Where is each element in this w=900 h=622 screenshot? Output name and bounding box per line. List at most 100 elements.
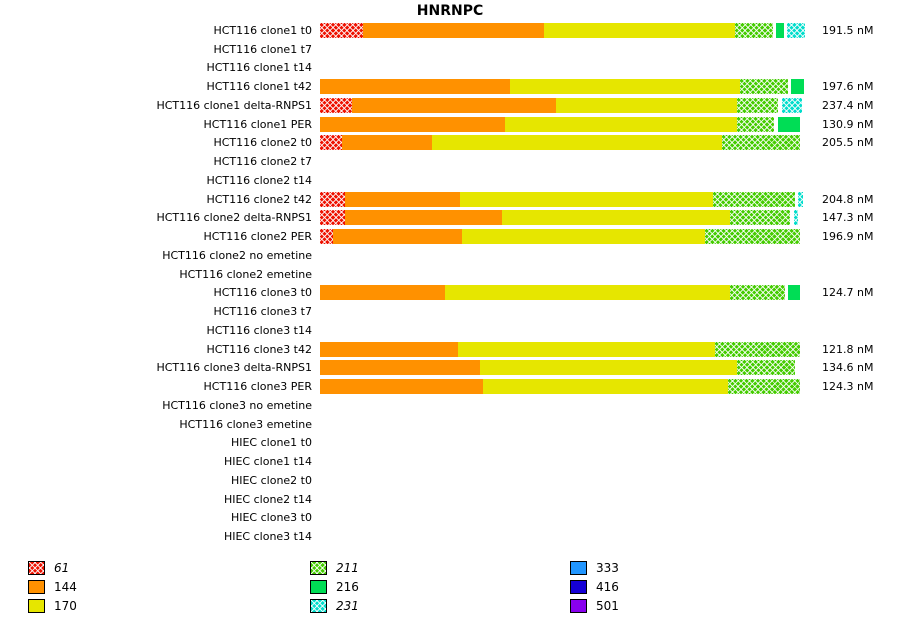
legend-item-501: 501 bbox=[570, 596, 619, 615]
bar-segment-216 bbox=[778, 116, 801, 132]
chart-row: HCT116 clone3 t42 121.8 nM bbox=[0, 340, 900, 359]
row-value: 121.8 nM bbox=[822, 342, 874, 356]
chart-legend: 61 144 170 211 216 231 333 416 501 bbox=[0, 558, 900, 618]
legend-column: 333 416 501 bbox=[570, 558, 619, 615]
bar-segment-144 bbox=[320, 285, 446, 301]
row-label: HCT116 clone2 delta-RNPS1 bbox=[156, 211, 312, 225]
bar-segment-211 bbox=[737, 360, 796, 376]
chart-row: HCT116 clone2 t7 bbox=[0, 152, 900, 171]
legend-item-416: 416 bbox=[570, 577, 619, 596]
row-value: 191.5 nM bbox=[822, 23, 874, 37]
legend-swatch-211 bbox=[310, 560, 327, 575]
bar-segment-170 bbox=[445, 285, 731, 301]
bar-segment-170 bbox=[458, 341, 716, 357]
bar-area bbox=[320, 492, 805, 507]
bar-segment-170 bbox=[556, 97, 738, 113]
bar-segment-211 bbox=[739, 79, 788, 95]
bar-segment-170 bbox=[544, 22, 736, 38]
bar-segment-170 bbox=[462, 229, 706, 245]
chart-row: HIEC clone3 t14 bbox=[0, 527, 900, 546]
bar-segment-144 bbox=[333, 229, 463, 245]
chart-row: HCT116 clone3 t0 124.7 nM bbox=[0, 284, 900, 303]
bar-area bbox=[320, 529, 805, 544]
row-label: HCT116 clone1 t42 bbox=[206, 80, 312, 94]
row-value: 124.7 nM bbox=[822, 286, 874, 300]
bar-segment-61 bbox=[320, 97, 352, 113]
bar-area bbox=[320, 454, 805, 469]
legend-label: 211 bbox=[336, 560, 359, 575]
legend-swatch-501 bbox=[570, 598, 587, 613]
bar-segment-170 bbox=[504, 116, 737, 132]
bar-segment-144 bbox=[363, 22, 545, 38]
row-label: HIEC clone2 t0 bbox=[230, 473, 312, 487]
bar-segment-231 bbox=[782, 97, 803, 113]
row-label: HCT116 clone1 delta-RNPS1 bbox=[156, 98, 312, 112]
row-value: 147.3 nM bbox=[822, 211, 874, 225]
row-value: 204.8 nM bbox=[822, 192, 874, 206]
legend-swatch-231 bbox=[310, 598, 327, 613]
bar-segment-211 bbox=[736, 116, 775, 132]
row-label: HCT116 clone3 emetine bbox=[179, 417, 312, 431]
row-value: 130.9 nM bbox=[822, 117, 874, 131]
chart-row: HCT116 clone3 t7 bbox=[0, 302, 900, 321]
bar-area bbox=[320, 473, 805, 488]
row-label: HCT116 clone2 t14 bbox=[206, 173, 312, 187]
bar-area bbox=[320, 323, 805, 338]
bar-area bbox=[320, 116, 805, 132]
bar-segment-211 bbox=[727, 379, 801, 395]
bar-segment-211 bbox=[730, 210, 791, 226]
row-label: HCT116 clone1 t14 bbox=[206, 61, 312, 75]
bar-area bbox=[320, 191, 805, 207]
row-value: 196.9 nM bbox=[822, 230, 874, 244]
chart-row: HCT116 clone1 delta-RNPS1 237.4 nM bbox=[0, 96, 900, 115]
bar-area bbox=[320, 154, 805, 169]
bar-segment-170 bbox=[432, 135, 723, 151]
row-label: HCT116 clone1 PER bbox=[203, 117, 312, 131]
chart-rows: HCT116 clone1 t0 191.5 nM HCT116 clone1 t7… bbox=[0, 21, 900, 546]
bar-area bbox=[320, 42, 805, 57]
row-value: 205.5 nM bbox=[822, 136, 874, 150]
row-value: 134.6 nM bbox=[822, 361, 874, 375]
bar-area bbox=[320, 22, 805, 38]
chart-row: HCT116 clone3 delta-RNPS1 134.6 nM bbox=[0, 359, 900, 378]
chart-row: HCT116 clone1 t0 191.5 nM bbox=[0, 21, 900, 40]
bar-segment-144 bbox=[352, 97, 557, 113]
chart-row: HCT116 clone2 t0 205.5 nM bbox=[0, 134, 900, 153]
chart-row: HCT116 clone2 PER 196.9 nM bbox=[0, 227, 900, 246]
legend-label: 231 bbox=[336, 598, 359, 613]
legend-label: 144 bbox=[54, 579, 77, 594]
bar-segment-216 bbox=[775, 22, 784, 38]
bar-segment-231 bbox=[787, 22, 805, 38]
bar-area bbox=[320, 285, 805, 301]
legend-item-333: 333 bbox=[570, 558, 619, 577]
row-value: 197.6 nM bbox=[822, 80, 874, 94]
bar-segment-216 bbox=[788, 285, 801, 301]
row-label: HCT116 clone3 t42 bbox=[206, 342, 312, 356]
chart-row: HCT116 clone3 PER 124.3 nM bbox=[0, 377, 900, 396]
bar-segment-61 bbox=[320, 210, 346, 226]
bar-segment-170 bbox=[510, 79, 740, 95]
bar-area bbox=[320, 379, 805, 395]
legend-swatch-216 bbox=[310, 579, 327, 594]
bar-area bbox=[320, 210, 805, 226]
row-label: HIEC clone3 t14 bbox=[223, 530, 312, 544]
legend-item-144: 144 bbox=[28, 577, 77, 596]
row-label: HCT116 clone2 t7 bbox=[213, 155, 312, 169]
bar-area bbox=[320, 229, 805, 245]
legend-item-61: 61 bbox=[28, 558, 77, 577]
row-label: HCT116 clone3 t7 bbox=[213, 305, 312, 319]
legend-item-211: 211 bbox=[310, 558, 359, 577]
row-label: HCT116 clone3 t0 bbox=[213, 286, 312, 300]
chart-title: HNRNPC bbox=[416, 3, 484, 19]
chart-row: HCT116 clone2 emetine bbox=[0, 265, 900, 284]
row-label: HCT116 clone1 t0 bbox=[213, 23, 312, 37]
bar-area bbox=[320, 341, 805, 357]
row-label: HCT116 clone2 t0 bbox=[213, 136, 312, 150]
bar-segment-144 bbox=[345, 191, 461, 207]
bar-segment-231 bbox=[798, 191, 804, 207]
bar-segment-231 bbox=[794, 210, 799, 226]
bar-segment-170 bbox=[460, 191, 714, 207]
legend-column: 211 216 231 bbox=[310, 558, 359, 615]
bar-area bbox=[320, 135, 805, 151]
